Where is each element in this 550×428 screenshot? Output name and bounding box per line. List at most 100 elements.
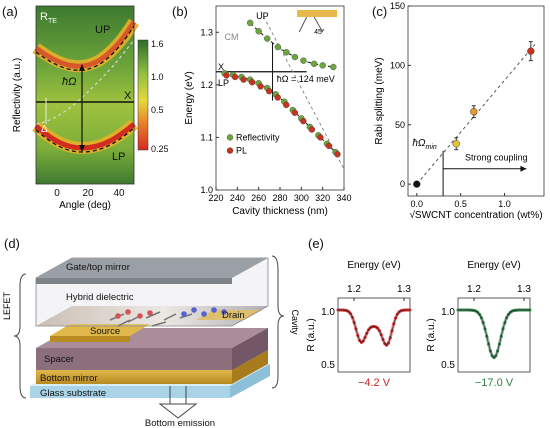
emission-arrow-icon (158, 403, 198, 419)
panel-d-device-schematic: LEFET Cavity Gate/top mirror Hybrid diel… (2, 255, 300, 428)
cavity-brace (271, 255, 285, 389)
panel-c-strong-coupling-label: Strong coupling (465, 152, 528, 162)
source-label: Source (90, 326, 120, 337)
panel-a-xtick-40: 40 (113, 188, 125, 199)
spectrum-fit-line (338, 309, 410, 346)
panel-b-point-pl (223, 72, 230, 79)
panel-b-point-reflectivity (291, 53, 299, 61)
panel-a-frame (35, 5, 135, 185)
panel-b-point-pl (265, 87, 273, 95)
gate-top-mirror (36, 258, 268, 278)
panel-a-xticks: 0 20 40 (54, 188, 125, 199)
panel-b-point-pl (325, 142, 333, 150)
lefet-label: LEFET (2, 291, 12, 320)
rabi-arrow-head-top (79, 64, 85, 71)
spectrum-ylabel: R (a.u.) (306, 318, 317, 351)
bottom-mirror-front (36, 370, 232, 384)
panel-b-point-reflectivity (255, 28, 262, 35)
hole-charges (181, 307, 227, 317)
panel-b-legend-pl: PL (236, 146, 247, 156)
panel-b-point-pl (257, 83, 264, 90)
panel-a-lp-label: LP (112, 151, 125, 163)
spectrum-voltage: −17.0 V (475, 377, 514, 389)
up-band-core (34, 20, 137, 69)
colorbar-tick-4: 0.25 (151, 144, 169, 154)
panel-c-xlabel: √SWCNT concentration (wt%) (409, 209, 542, 221)
panel-b-legend-reflectivity: Reflectivity (236, 132, 280, 142)
spectrum-ytick: 1.0 (441, 307, 455, 318)
panel-c-threshold-sub: min (426, 144, 437, 151)
panel-b-ytick-label: 1.1 (200, 132, 213, 142)
panel-c-point (413, 180, 421, 188)
panel-b-point-reflectivity (300, 57, 307, 64)
panel-a-up-label: UP (95, 24, 110, 36)
panel-b-point-reflectivity (310, 60, 318, 68)
panel-b-xtick-label: 280 (272, 193, 287, 203)
bottom-mirror-label: Bottom mirror (40, 373, 98, 384)
panel-c-ytick-label: 150 (390, 1, 405, 11)
panel-c-xtick-label: 0.0 (411, 199, 424, 209)
spacer-label: Spacer (44, 354, 74, 365)
panel-b-tag: (b) (172, 4, 188, 19)
drain-label: Drain (222, 310, 245, 321)
electron-charges (115, 309, 153, 319)
glass-substrate-front (30, 386, 230, 398)
panel-b-point-reflectivity (330, 63, 337, 71)
panel-b-xtick-label: 260 (251, 193, 266, 203)
gate-top-mirror-label: Gate/top mirror (66, 262, 130, 273)
panel-a-delta-label: Δ (41, 124, 48, 135)
panel-b-ytick-label: 1.3 (200, 27, 213, 37)
panel-a-heatmap: RTE UP LP ħΩ Δ X 0 20 40 Angle (deg) Ref… (12, 5, 169, 210)
panel-d-tag: (d) (4, 236, 20, 251)
panel-c-threshold-label: ħΩmin (412, 138, 437, 151)
spectrum-ytick: 0.5 (321, 360, 335, 371)
spectrum-frame (337, 297, 411, 373)
spectrum-xlabel: Energy (eV) (347, 260, 400, 271)
glass-substrate-side (230, 364, 270, 398)
glass-substrate-label: Glass substrate (40, 388, 106, 399)
colorbar (137, 39, 149, 151)
panel-b-legend-marker-pl (226, 147, 234, 154)
cavity-mode-dashed (35, 39, 135, 125)
panel-c-ylabel: Rabi splitting (meV) (374, 57, 385, 144)
panel-b-point-pl (240, 76, 247, 83)
panel-b-inset-beam-in (298, 16, 308, 33)
colorbar-tick-2: 1.0 (151, 72, 164, 82)
panel-b-point-pl (308, 126, 316, 133)
bottom-mirror-side (232, 350, 268, 384)
panel-a-tag: (a) (2, 4, 18, 19)
panel-c-point (527, 47, 535, 55)
spectrum-xtick: 1.3 (517, 284, 531, 295)
rabi-arrow-head-bottom (79, 145, 85, 152)
panel-c-tag: (c) (372, 4, 388, 19)
panel-b-ytick-label: 1.0 (200, 185, 213, 195)
source-electrode (50, 324, 150, 336)
spectrum-frame (457, 297, 531, 373)
panel-c-arrow-head (520, 165, 527, 172)
panel-a-rabi-label: ħΩ (62, 76, 77, 88)
panel-c-ytick-label: 0 (400, 179, 405, 189)
panel-b-xtick-label: 240 (230, 193, 245, 203)
panel-b-lp-label: LP (218, 78, 229, 88)
panel-c-ytick-label: 100 (390, 60, 405, 70)
panel-a-xtick-0: 0 (54, 188, 60, 199)
panel-a-xtick-20: 20 (82, 188, 94, 199)
panel-b-point-pl (283, 101, 290, 109)
drain-electrode (196, 310, 262, 320)
panel-b-ylabel: Energy (eV) (184, 71, 195, 124)
panel-b-xtick-label: 340 (336, 193, 351, 203)
panel-b-point-pl (248, 79, 256, 86)
panel-a-ylabel: Reflectivity (a.u.) (12, 58, 23, 132)
hybrid-dielectric-label: Hybrid dielectric (66, 292, 134, 303)
cavity-label: Cavity (290, 309, 300, 335)
panel-c-point (470, 108, 478, 116)
panel-b-rabi-label: ħΩ = 124 meV (277, 74, 335, 84)
panel-b-xlabel: Cavity thickness (nm) (232, 206, 328, 217)
spectrum-data-band (458, 308, 530, 360)
spectrum-ytick: 0.5 (441, 360, 455, 371)
panel-c-xtick-label: 1.0 (498, 199, 511, 209)
gate-top-mirror-front (36, 278, 232, 284)
panel-c-ytick-label: 50 (395, 120, 405, 130)
spectrum-xtick: 1.2 (347, 284, 361, 295)
spectrum-xlabel: Energy (eV) (467, 260, 520, 271)
